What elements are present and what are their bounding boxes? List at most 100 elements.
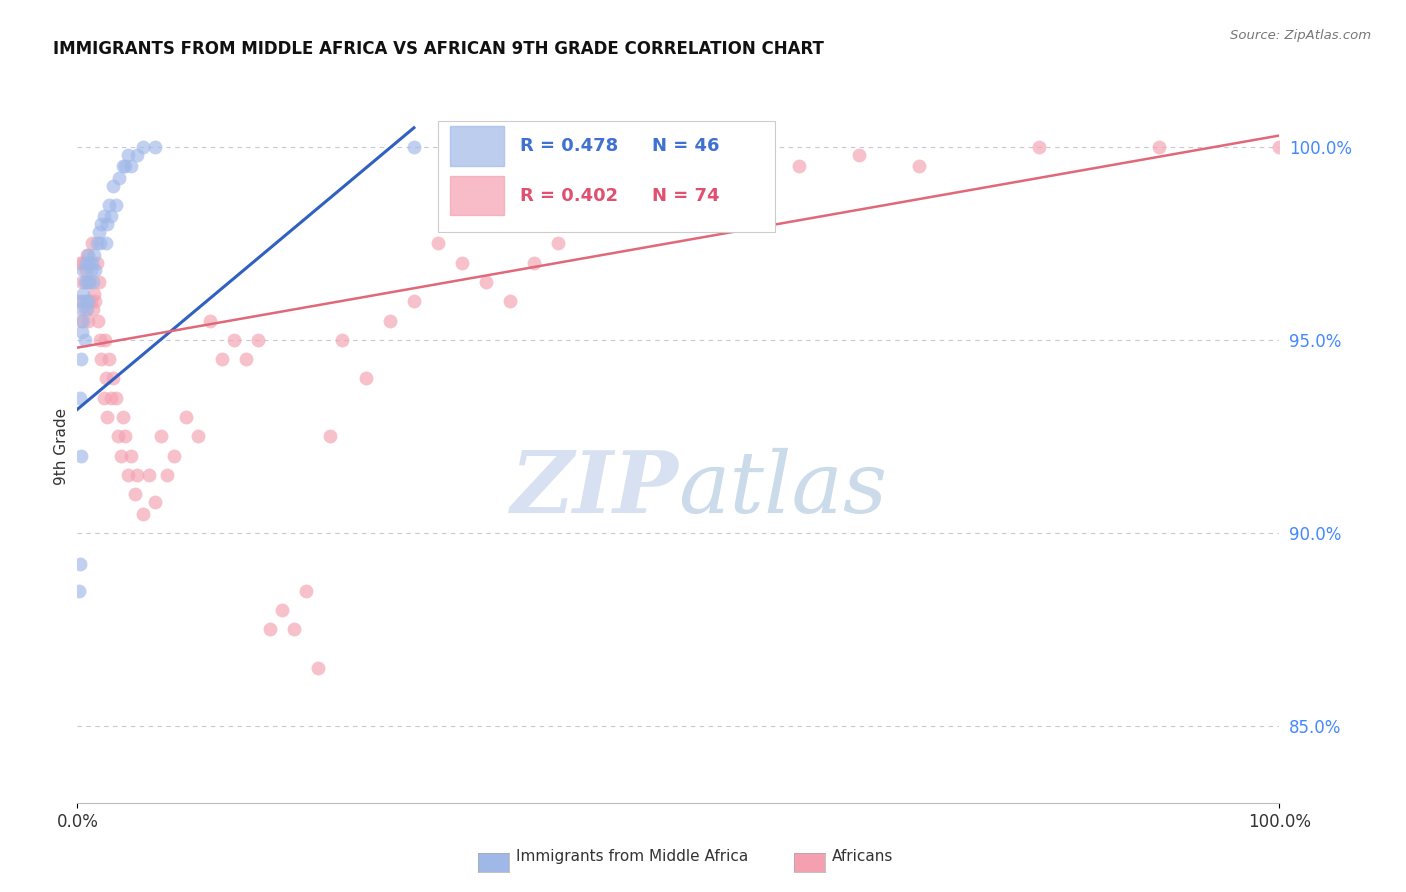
Text: R = 0.478: R = 0.478 bbox=[520, 137, 619, 155]
Point bbox=[87, 313, 110, 327]
Point bbox=[354, 371, 377, 385]
Point bbox=[79, 294, 101, 309]
Point bbox=[75, 256, 97, 270]
Point bbox=[86, 236, 108, 251]
Point bbox=[427, 236, 450, 251]
Point bbox=[97, 352, 120, 367]
Point bbox=[83, 286, 105, 301]
Text: Africans: Africans bbox=[832, 849, 894, 863]
Point bbox=[76, 275, 98, 289]
Point bbox=[70, 301, 93, 316]
Point bbox=[77, 248, 100, 262]
Point bbox=[114, 159, 136, 173]
Point bbox=[90, 217, 112, 231]
Point bbox=[108, 170, 131, 185]
Point bbox=[72, 313, 94, 327]
Point bbox=[77, 294, 100, 309]
Point bbox=[187, 429, 209, 443]
Point bbox=[246, 333, 269, 347]
Point bbox=[104, 391, 127, 405]
FancyBboxPatch shape bbox=[450, 176, 505, 215]
Point bbox=[103, 371, 125, 385]
Point bbox=[156, 467, 179, 482]
Point bbox=[475, 275, 498, 289]
Point bbox=[1149, 140, 1171, 154]
Point bbox=[97, 198, 120, 212]
Text: IMMIGRANTS FROM MIDDLE AFRICA VS AFRICAN 9TH GRADE CORRELATION CHART: IMMIGRANTS FROM MIDDLE AFRICA VS AFRICAN… bbox=[53, 40, 824, 58]
Point bbox=[89, 333, 111, 347]
Point bbox=[76, 301, 98, 316]
Point bbox=[72, 256, 94, 270]
Point bbox=[67, 294, 90, 309]
Point bbox=[145, 140, 167, 154]
Point bbox=[110, 449, 132, 463]
Point bbox=[89, 236, 111, 251]
Text: Immigrants from Middle Africa: Immigrants from Middle Africa bbox=[516, 849, 748, 863]
Point bbox=[117, 467, 139, 482]
Point bbox=[100, 391, 122, 405]
Point bbox=[79, 256, 101, 270]
Point bbox=[80, 256, 103, 270]
Point bbox=[908, 159, 931, 173]
Point bbox=[127, 467, 149, 482]
Point bbox=[138, 467, 160, 482]
Point bbox=[79, 275, 101, 289]
Point bbox=[283, 622, 305, 636]
Point bbox=[127, 148, 149, 162]
Point bbox=[90, 352, 112, 367]
Point bbox=[76, 248, 98, 262]
Point bbox=[96, 410, 118, 425]
Point bbox=[77, 313, 100, 327]
Point bbox=[259, 622, 281, 636]
Point bbox=[100, 210, 122, 224]
Point bbox=[174, 410, 197, 425]
Point bbox=[94, 333, 117, 347]
Point bbox=[1028, 140, 1050, 154]
Point bbox=[727, 178, 749, 193]
Point bbox=[73, 301, 96, 316]
Point bbox=[547, 236, 569, 251]
Point bbox=[72, 263, 94, 277]
Point bbox=[319, 429, 342, 443]
Point bbox=[330, 333, 353, 347]
Point bbox=[111, 410, 134, 425]
Point bbox=[294, 583, 316, 598]
Point bbox=[145, 495, 167, 509]
Point bbox=[117, 148, 139, 162]
Point bbox=[451, 256, 474, 270]
Point bbox=[75, 294, 97, 309]
Text: ZIP: ZIP bbox=[510, 447, 679, 531]
Point bbox=[132, 140, 155, 154]
Point bbox=[211, 352, 233, 367]
Text: Source: ZipAtlas.com: Source: ZipAtlas.com bbox=[1230, 29, 1371, 42]
Point bbox=[82, 275, 104, 289]
Point bbox=[114, 429, 136, 443]
Point bbox=[87, 225, 110, 239]
Point bbox=[787, 159, 810, 173]
Point bbox=[402, 140, 425, 154]
Point bbox=[69, 256, 91, 270]
Point bbox=[523, 256, 546, 270]
Point bbox=[82, 301, 104, 316]
Point bbox=[69, 391, 91, 405]
Y-axis label: 9th Grade: 9th Grade bbox=[53, 408, 69, 484]
Point bbox=[70, 313, 93, 327]
Point bbox=[69, 557, 91, 571]
Point bbox=[93, 391, 115, 405]
Point bbox=[107, 429, 129, 443]
Point bbox=[607, 217, 630, 231]
FancyBboxPatch shape bbox=[439, 121, 775, 232]
FancyBboxPatch shape bbox=[450, 127, 505, 166]
Point bbox=[104, 198, 127, 212]
Point bbox=[70, 275, 93, 289]
Point bbox=[270, 603, 292, 617]
Point bbox=[70, 449, 93, 463]
Text: atlas: atlas bbox=[679, 448, 887, 530]
Point bbox=[72, 286, 94, 301]
Point bbox=[84, 294, 107, 309]
Point bbox=[96, 371, 118, 385]
Point bbox=[73, 333, 96, 347]
Text: N = 46: N = 46 bbox=[652, 137, 720, 155]
Point bbox=[96, 217, 118, 231]
Point bbox=[120, 449, 142, 463]
